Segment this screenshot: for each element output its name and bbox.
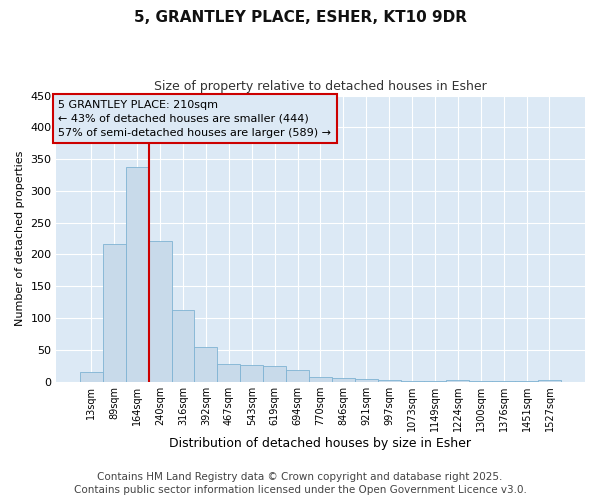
Bar [194, 346, 217, 382]
Y-axis label: Number of detached properties: Number of detached properties [15, 151, 25, 326]
Title: Size of property relative to detached houses in Esher: Size of property relative to detached ho… [154, 80, 487, 93]
Bar [424, 381, 446, 382]
Bar [446, 380, 469, 382]
X-axis label: Distribution of detached houses by size in Esher: Distribution of detached houses by size … [169, 437, 472, 450]
Bar [103, 244, 126, 382]
Bar [401, 381, 424, 382]
Bar [309, 377, 332, 382]
Bar [538, 380, 561, 382]
Bar [217, 364, 240, 382]
Bar [286, 370, 309, 382]
Text: 5, GRANTLEY PLACE, ESHER, KT10 9DR: 5, GRANTLEY PLACE, ESHER, KT10 9DR [133, 10, 467, 25]
Bar [126, 167, 149, 382]
Bar [240, 365, 263, 382]
Text: 5 GRANTLEY PLACE: 210sqm
← 43% of detached houses are smaller (444)
57% of semi-: 5 GRANTLEY PLACE: 210sqm ← 43% of detach… [58, 100, 331, 138]
Bar [469, 381, 492, 382]
Bar [332, 378, 355, 382]
Bar [80, 372, 103, 382]
Bar [515, 381, 538, 382]
Bar [172, 310, 194, 382]
Bar [355, 379, 377, 382]
Bar [263, 366, 286, 382]
Bar [377, 380, 401, 382]
Bar [492, 381, 515, 382]
Bar [149, 240, 172, 382]
Text: Contains HM Land Registry data © Crown copyright and database right 2025.
Contai: Contains HM Land Registry data © Crown c… [74, 472, 526, 495]
